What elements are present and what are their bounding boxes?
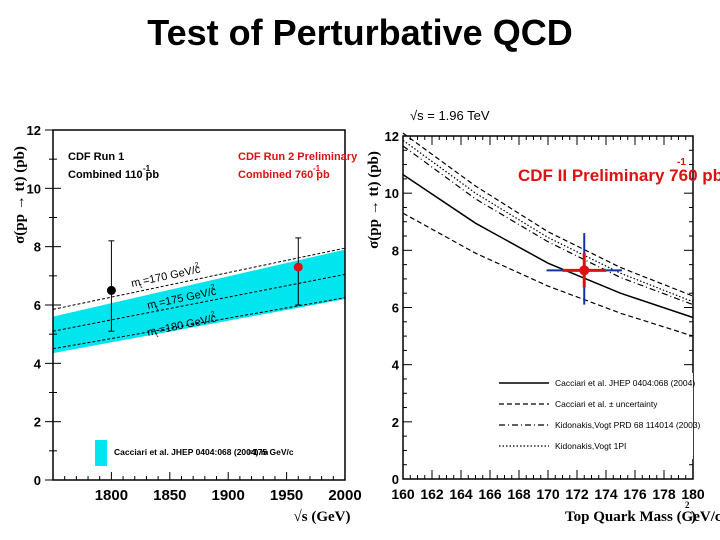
right-ytick-label: 6 [392, 301, 399, 316]
right-xlabel-sup: 2 [685, 500, 690, 510]
band-label-text: m [146, 298, 157, 312]
band-label-text: m [146, 325, 157, 339]
left-xtick-label: 2000 [328, 487, 361, 504]
right-ytick-label: 10 [385, 186, 399, 201]
right-ytick-label: 8 [392, 243, 399, 258]
right-chart-title: CDF II Preliminary 760 pb [518, 166, 720, 185]
curve-1 [402, 132, 694, 297]
energy-label: √s = 1.96 TeV [410, 108, 490, 123]
measurement-point [579, 265, 590, 276]
right-xtick-label: 180 [681, 486, 705, 502]
right-xtick-label: 166 [478, 486, 502, 502]
legend-label-3: Kidonakis,Vogt 1PI [555, 441, 626, 451]
run2-sup: -1 [313, 164, 321, 173]
slide-title: Test of Perturbative QCD [147, 12, 573, 53]
left-ylabel: σ(pp → tt) (pb) [12, 146, 28, 244]
left-ytick-label: 0 [34, 473, 41, 488]
band-label-value: =170 GeV/c [142, 263, 202, 287]
mass-line-mt=180 [52, 297, 346, 350]
right-xlabel: Top Quark Mass (GeV/c [565, 509, 720, 525]
right-legend-bg [493, 373, 693, 459]
run1-title: CDF Run 1 [68, 151, 124, 163]
band-label-sub: t [139, 283, 142, 290]
legend-label-2: Kidonakis,Vogt PRD 68 114014 (2003) [555, 420, 701, 430]
left-ytick-label: 2 [34, 415, 41, 430]
right-xtick-label: 176 [623, 486, 647, 502]
left-xtick-label: 1850 [153, 487, 186, 504]
curve-2 [402, 212, 694, 337]
run1-sub: Combined 110 pb [68, 169, 159, 181]
left-xtick-label: 1950 [270, 487, 303, 504]
curve-4 [402, 139, 694, 303]
left-xtick-label: 1900 [212, 487, 245, 504]
left-xtick-label: 1800 [95, 487, 128, 504]
data-point-1 [293, 262, 303, 272]
theory-band [53, 249, 345, 354]
run1-sup: -1 [143, 164, 151, 173]
left-xlabel: √s (GeV) [294, 509, 351, 525]
band-label-sup: 2 [210, 311, 215, 319]
right-chart-title-sup: -1 [677, 157, 686, 168]
right-ytick-label: 2 [392, 415, 399, 430]
right-ytick-label: 0 [392, 472, 399, 487]
left-ytick-label: 4 [34, 356, 42, 371]
left-ytick-label: 6 [34, 298, 41, 313]
band-label-sup: 2 [210, 284, 215, 292]
right-xtick-label: 174 [594, 486, 618, 502]
band-label-sub: t [155, 305, 158, 312]
left-ytick-label: 10 [27, 181, 41, 196]
run2-title: CDF Run 2 Preliminary [238, 151, 358, 163]
right-xtick-label: 170 [536, 486, 560, 502]
run2-sub: Combined 760 pb [238, 169, 330, 181]
mass-line-mt=175 [52, 273, 346, 332]
right-xlabel-end: ) [691, 509, 696, 525]
right-xtick-label: 168 [507, 486, 531, 502]
left-ytick-label: 8 [34, 240, 41, 255]
data-point-0 [106, 285, 116, 295]
curve-3 [402, 145, 694, 306]
right-xtick-label: 172 [565, 486, 589, 502]
legend-label-1: Cacciari et al. ± uncertainty [555, 399, 658, 409]
right-ytick-label: 12 [385, 129, 399, 144]
band-label-sub: t [155, 332, 158, 339]
legend-band-text: Cacciari et al. JHEP 0404:068 (2004) m [114, 447, 269, 457]
right-ylabel: σ(pp → tt) (pb) [366, 151, 382, 249]
right-xtick-label: 178 [652, 486, 676, 502]
legend-label-0: Cacciari et al. JHEP 0404:068 (2004) [555, 378, 695, 388]
right-xtick-label: 160 [391, 486, 415, 502]
band-label-sup: 2 [194, 262, 199, 270]
legend-band-swatch [95, 440, 107, 466]
left-ytick-label: 12 [27, 123, 41, 138]
legend-band-text2: =175 GeV/c [248, 447, 294, 457]
right-ytick-label: 4 [392, 358, 400, 373]
right-xtick-label: 164 [449, 486, 473, 502]
right-xtick-label: 162 [420, 486, 444, 502]
band-label-text: m [130, 276, 141, 290]
curve-0 [402, 173, 694, 319]
